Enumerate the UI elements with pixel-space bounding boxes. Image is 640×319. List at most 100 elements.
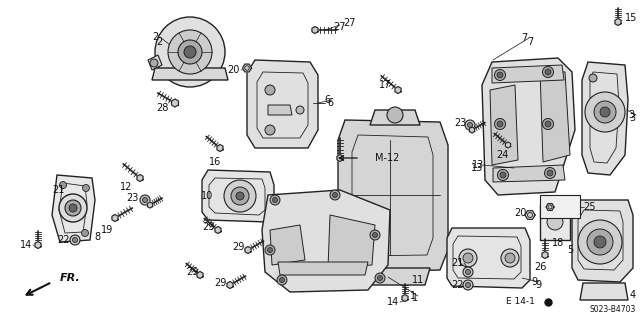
Polygon shape	[337, 154, 343, 161]
Polygon shape	[328, 215, 375, 268]
Text: 14: 14	[20, 240, 32, 250]
Text: 25: 25	[584, 202, 596, 212]
Circle shape	[459, 249, 477, 267]
Circle shape	[280, 278, 285, 283]
Circle shape	[60, 182, 67, 189]
Polygon shape	[227, 281, 233, 288]
Polygon shape	[370, 110, 420, 125]
Circle shape	[387, 107, 403, 123]
Circle shape	[268, 248, 273, 253]
Circle shape	[178, 40, 202, 64]
Circle shape	[465, 120, 475, 130]
Polygon shape	[172, 99, 179, 107]
Circle shape	[600, 107, 610, 117]
Text: 15: 15	[625, 13, 637, 23]
Text: 20: 20	[227, 65, 239, 75]
Polygon shape	[247, 60, 318, 148]
Circle shape	[587, 229, 613, 255]
Circle shape	[500, 172, 506, 178]
Circle shape	[330, 190, 340, 200]
Polygon shape	[542, 251, 548, 258]
Circle shape	[155, 17, 225, 87]
Circle shape	[140, 195, 150, 205]
Circle shape	[143, 197, 147, 203]
Text: 18: 18	[552, 238, 564, 248]
Text: 19: 19	[101, 225, 113, 235]
Circle shape	[463, 280, 473, 290]
Polygon shape	[152, 68, 228, 80]
Circle shape	[465, 283, 470, 287]
Text: 12: 12	[120, 182, 132, 192]
Text: 6: 6	[324, 95, 330, 105]
Text: 22: 22	[58, 235, 70, 245]
Text: 22: 22	[452, 280, 464, 290]
Text: 8: 8	[94, 232, 100, 242]
Polygon shape	[395, 86, 401, 93]
Circle shape	[467, 122, 472, 128]
Circle shape	[589, 74, 597, 82]
Circle shape	[273, 197, 278, 203]
Circle shape	[463, 267, 473, 277]
Polygon shape	[137, 174, 143, 182]
Text: 29: 29	[232, 242, 244, 252]
Text: 13: 13	[472, 160, 484, 170]
Text: 16: 16	[209, 157, 221, 167]
Text: 5: 5	[567, 245, 573, 255]
Circle shape	[505, 253, 515, 263]
Polygon shape	[615, 19, 621, 26]
Polygon shape	[268, 105, 292, 115]
Circle shape	[497, 121, 503, 127]
Circle shape	[547, 170, 553, 176]
Circle shape	[296, 106, 304, 114]
Circle shape	[231, 187, 249, 205]
Text: 17: 17	[379, 80, 391, 90]
Polygon shape	[482, 58, 575, 195]
Circle shape	[497, 169, 509, 181]
Text: 20: 20	[514, 208, 526, 218]
Polygon shape	[148, 55, 162, 70]
Circle shape	[184, 46, 196, 58]
Polygon shape	[540, 70, 570, 162]
Polygon shape	[147, 202, 152, 208]
Polygon shape	[506, 142, 511, 148]
Text: 2: 2	[152, 32, 158, 42]
Text: 24: 24	[496, 150, 508, 160]
Text: 1: 1	[412, 293, 418, 303]
Text: 21: 21	[52, 185, 64, 195]
Polygon shape	[582, 62, 628, 175]
Text: 3: 3	[628, 110, 634, 120]
Text: 28: 28	[156, 103, 168, 113]
Circle shape	[70, 235, 80, 245]
Polygon shape	[469, 127, 475, 133]
Circle shape	[277, 275, 287, 285]
Text: 7: 7	[527, 37, 533, 47]
Circle shape	[543, 66, 554, 78]
Circle shape	[585, 92, 625, 132]
Polygon shape	[338, 120, 448, 272]
Circle shape	[69, 204, 77, 212]
Circle shape	[270, 195, 280, 205]
Text: 3: 3	[629, 113, 635, 123]
Circle shape	[375, 273, 385, 283]
Circle shape	[501, 249, 519, 267]
Polygon shape	[572, 200, 633, 282]
Circle shape	[545, 69, 551, 75]
Circle shape	[545, 167, 556, 179]
Text: 29: 29	[202, 222, 214, 232]
Circle shape	[378, 276, 383, 280]
Circle shape	[224, 180, 256, 212]
Circle shape	[594, 236, 606, 248]
Polygon shape	[52, 175, 95, 242]
Polygon shape	[215, 226, 221, 234]
Text: 21: 21	[451, 258, 463, 268]
Text: 2: 2	[156, 37, 162, 47]
Text: S023-B4703: S023-B4703	[590, 306, 636, 315]
Text: 29: 29	[186, 267, 198, 277]
Polygon shape	[580, 283, 628, 300]
Polygon shape	[243, 64, 252, 72]
Polygon shape	[112, 214, 118, 221]
Polygon shape	[262, 190, 390, 292]
Polygon shape	[245, 247, 251, 254]
Circle shape	[370, 230, 380, 240]
Polygon shape	[447, 228, 530, 288]
